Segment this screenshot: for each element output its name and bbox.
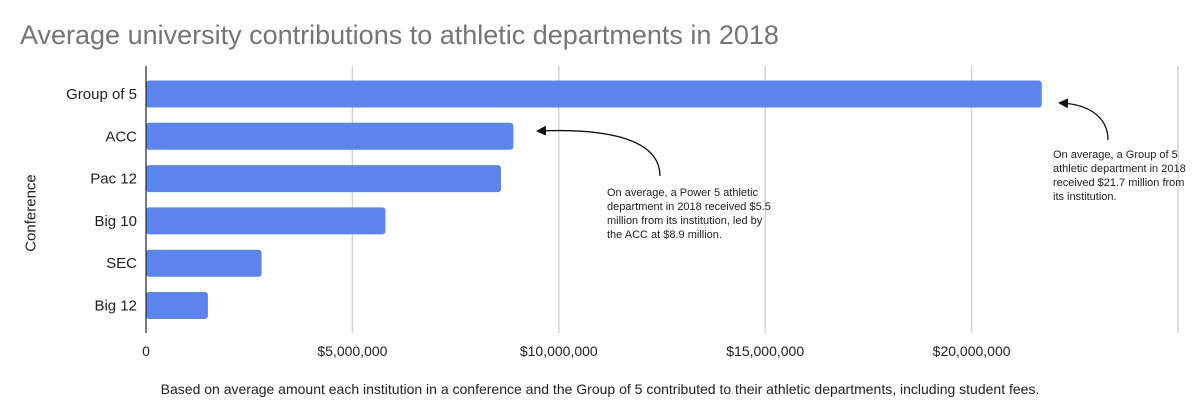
bar-pac-12	[146, 165, 502, 193]
category-label: Pac 12	[90, 171, 137, 188]
bar-sec	[146, 249, 262, 277]
category-label: Big 12	[94, 298, 137, 315]
chart-caption: Based on average amount each institution…	[160, 381, 1040, 397]
category-label: ACC	[105, 128, 137, 145]
power5-annotation-arrow	[536, 125, 661, 177]
y-axis-title: Conference	[22, 174, 40, 252]
category-label: SEC	[106, 255, 137, 272]
category-label: Group of 5	[66, 86, 137, 103]
bar-group-of-5	[146, 80, 1042, 108]
bar-acc	[146, 122, 514, 150]
x-tick-label: $20,000,000	[933, 343, 1011, 359]
bar-big-10	[146, 207, 386, 235]
x-tick-label: $10,000,000	[520, 343, 598, 359]
category-label: Big 10	[94, 213, 137, 230]
x-tick-label: $5,000,000	[317, 343, 387, 359]
x-tick-label: $15,000,000	[726, 343, 804, 359]
group5-annotation: On average, a Group of 5 athletic depart…	[1053, 149, 1186, 203]
group5-annotation-arrow	[1058, 98, 1109, 141]
chart-title: Average university contributions to athl…	[20, 20, 779, 50]
x-tick-label: 0	[142, 343, 150, 359]
power5-annotation: On average, a Power 5 athletic departmen…	[607, 187, 771, 241]
bar-big-12	[146, 292, 208, 319]
